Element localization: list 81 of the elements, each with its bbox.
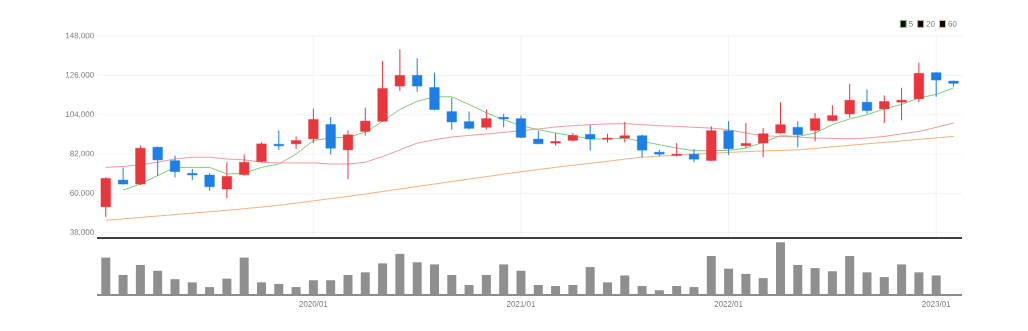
bar — [222, 278, 232, 295]
bar — [585, 267, 595, 295]
bar — [689, 287, 699, 295]
bar — [533, 284, 543, 295]
bar — [516, 270, 526, 295]
bar — [620, 275, 630, 295]
candlestick — [619, 121, 630, 143]
candlestick — [239, 154, 250, 177]
bar — [429, 264, 439, 295]
candlestick — [118, 166, 129, 185]
candlestick — [879, 94, 890, 124]
bar — [706, 255, 716, 295]
bar — [326, 280, 336, 295]
bar — [118, 274, 128, 295]
candlestick — [861, 88, 873, 115]
bar — [551, 286, 561, 295]
bar — [395, 253, 405, 295]
bar — [187, 282, 197, 295]
bar — [672, 286, 682, 295]
bar — [637, 286, 647, 295]
bar — [447, 274, 457, 295]
candlestick — [360, 107, 371, 136]
candlestick — [325, 116, 336, 156]
candlestick — [152, 146, 163, 177]
candlestick — [775, 101, 786, 135]
bar — [724, 268, 734, 295]
bar — [897, 264, 907, 295]
bar — [827, 271, 837, 295]
bar — [879, 277, 889, 295]
bar — [568, 284, 578, 295]
bar — [343, 274, 353, 295]
candlestick — [464, 111, 475, 131]
candlestick — [342, 129, 354, 180]
bar — [135, 264, 145, 295]
bar — [775, 242, 785, 295]
candlestick — [585, 124, 596, 152]
candlestick — [169, 155, 181, 178]
bar — [499, 264, 509, 295]
candlestick — [671, 142, 682, 157]
candlestick — [810, 112, 821, 142]
candlestick — [481, 109, 492, 131]
bar — [360, 272, 370, 295]
candlestick — [429, 72, 440, 111]
bar — [931, 275, 941, 295]
bar — [862, 272, 872, 295]
bar — [741, 273, 751, 295]
candlestick — [723, 120, 734, 156]
candlestick — [221, 161, 232, 199]
bar — [914, 272, 924, 295]
bar — [239, 257, 249, 295]
candlestick — [844, 83, 855, 119]
candlestick — [412, 57, 423, 93]
bar — [602, 282, 612, 295]
bar — [412, 262, 422, 295]
candlestick — [688, 148, 700, 163]
candlestick — [446, 97, 457, 131]
bar — [654, 290, 664, 295]
bar — [308, 280, 318, 295]
bar — [845, 255, 855, 295]
bar — [274, 283, 284, 295]
bar — [793, 264, 803, 295]
candlestick — [740, 122, 751, 149]
candlestick — [896, 87, 907, 121]
bar — [291, 287, 301, 295]
candlestick — [273, 129, 284, 151]
candlestick — [394, 48, 405, 92]
bar — [464, 284, 474, 295]
bar — [101, 257, 111, 295]
bar — [378, 263, 388, 295]
bar — [170, 279, 180, 295]
candlestick — [931, 71, 942, 98]
candlestick — [758, 127, 769, 158]
candlestick — [792, 120, 803, 148]
bar — [153, 270, 163, 295]
bar — [205, 287, 215, 295]
bar — [256, 282, 266, 295]
bar — [481, 274, 491, 295]
bar — [758, 278, 768, 295]
candlestick — [291, 136, 302, 150]
candlestick — [308, 108, 319, 144]
bar — [810, 268, 820, 295]
